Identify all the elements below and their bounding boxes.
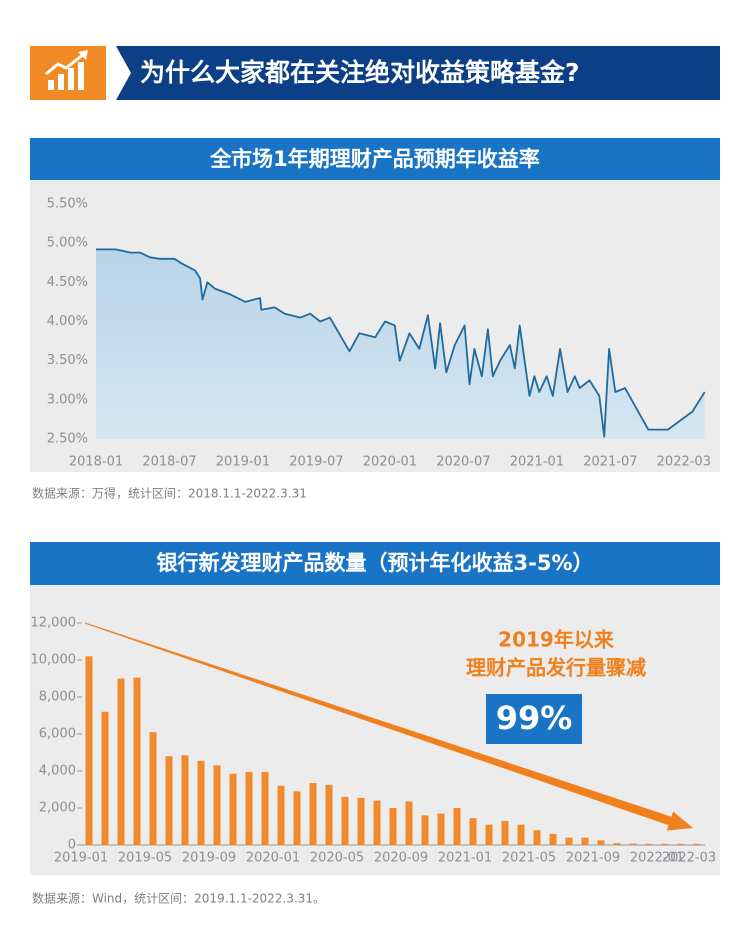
annotation-box bbox=[486, 694, 582, 744]
bar bbox=[693, 843, 701, 845]
y-tick-label: 10,000 bbox=[31, 653, 77, 668]
y-tick-label: 3.50% bbox=[47, 353, 88, 368]
x-tick-label: 2019-09 bbox=[182, 851, 236, 866]
bar bbox=[293, 791, 301, 845]
bar bbox=[101, 711, 109, 845]
x-tick-label: 2020-09 bbox=[374, 851, 428, 866]
x-tick-label: 2019-01 bbox=[216, 455, 270, 470]
bar bbox=[613, 843, 621, 845]
bar bbox=[421, 815, 429, 845]
x-tick-label: 2021-01 bbox=[510, 455, 564, 470]
chart-title: 银行新发理财产品数量（预计年化收益3-5%） bbox=[157, 551, 594, 575]
bar bbox=[341, 796, 349, 845]
bar bbox=[165, 756, 173, 845]
x-tick-label: 2021-07 bbox=[583, 455, 637, 470]
header-bar bbox=[116, 46, 720, 100]
chart-title-bar bbox=[30, 542, 720, 585]
bar bbox=[485, 824, 493, 845]
trend-arrow bbox=[84, 622, 694, 831]
annotation: 理财产品发行量骤减 bbox=[466, 656, 646, 680]
x-tick-label: 2019-07 bbox=[289, 455, 343, 470]
bar bbox=[373, 800, 381, 845]
x-tick-label: 2022-03 bbox=[657, 455, 711, 470]
bar bbox=[661, 843, 669, 845]
bar bbox=[501, 820, 509, 845]
bar bbox=[453, 808, 461, 845]
bar bbox=[677, 843, 685, 845]
y-tick-label: 3.00% bbox=[47, 392, 88, 407]
x-tick-label: 2020-07 bbox=[436, 455, 490, 470]
header-title: 为什么大家都在关注绝对收益策略基金? bbox=[140, 58, 580, 87]
bar bbox=[389, 808, 397, 845]
header-icon bbox=[45, 50, 88, 90]
bar bbox=[245, 771, 253, 845]
bar bbox=[181, 755, 189, 845]
y-tick-label: 6,000 bbox=[39, 727, 76, 742]
x-tick-label: 2018-01 bbox=[69, 455, 123, 470]
bar bbox=[357, 797, 365, 845]
bar bbox=[645, 843, 653, 845]
bar bbox=[581, 837, 589, 845]
x-tick-label: 2019-01 bbox=[54, 851, 108, 866]
x-tick-label: 2021-05 bbox=[502, 851, 556, 866]
y-tick-label: 2,000 bbox=[39, 801, 76, 816]
y-tick-label: 8,000 bbox=[39, 690, 76, 705]
area-fill bbox=[96, 249, 705, 439]
y-tick-label: 4,000 bbox=[39, 764, 76, 779]
annotation: 99% bbox=[496, 699, 573, 737]
bar bbox=[405, 801, 413, 845]
chart-layer: 0 2,000 4,000 6,000 8,000 10,000 12,000 2019-01… bbox=[31, 616, 717, 866]
bar bbox=[437, 813, 445, 845]
bar bbox=[85, 656, 93, 845]
x-tick-label: 2022-03 bbox=[662, 851, 716, 866]
bar bbox=[149, 732, 157, 845]
chart-title-bar bbox=[30, 138, 720, 180]
bar bbox=[565, 837, 573, 845]
source-note: 数据来源：万得，统计区间：2018.1.1-2022.3.31 bbox=[32, 486, 307, 501]
bar bbox=[469, 818, 477, 845]
bar bbox=[213, 765, 221, 845]
x-tick-label: 2021-01 bbox=[438, 851, 492, 866]
chart-title: 全市场1年期理财产品预期年收益率 bbox=[209, 147, 540, 171]
header-chevron bbox=[106, 46, 128, 100]
bar bbox=[277, 785, 285, 845]
x-tick-label: 2020-05 bbox=[310, 851, 364, 866]
bar bbox=[133, 677, 141, 845]
bar bbox=[325, 784, 333, 845]
bar bbox=[533, 830, 541, 845]
line bbox=[96, 248, 706, 438]
y-tick-label: 0 bbox=[68, 838, 76, 853]
y-tick-label: 4.50% bbox=[47, 275, 88, 290]
bar bbox=[309, 783, 317, 845]
bar bbox=[629, 843, 637, 845]
bar bbox=[597, 840, 605, 845]
y-tick-label: 4.00% bbox=[47, 314, 88, 329]
bar bbox=[549, 833, 557, 845]
x-tick-label: 2020-01 bbox=[246, 851, 300, 866]
x-tick-label: 2018-07 bbox=[142, 455, 196, 470]
x-tick-label: 2019-05 bbox=[118, 851, 172, 866]
x-tick-label: 2022-01 bbox=[630, 851, 684, 866]
x-tick-label: 2020-01 bbox=[363, 455, 417, 470]
y-tick-label: 2.50% bbox=[47, 432, 88, 447]
annotation: 2019年以来 bbox=[498, 628, 615, 652]
y-tick-label: 12,000 bbox=[31, 616, 77, 631]
source-note: 数据来源：Wind，统计区间：2019.1.1-2022.3.31。 bbox=[32, 891, 325, 906]
bar bbox=[517, 824, 525, 845]
bar bbox=[229, 773, 237, 845]
y-tick-label: 5.00% bbox=[47, 236, 88, 251]
x-tick-label: 2021-09 bbox=[566, 851, 620, 866]
bar bbox=[117, 678, 125, 845]
bar bbox=[261, 771, 269, 845]
bar bbox=[197, 760, 205, 845]
y-tick-label: 5.50% bbox=[47, 197, 88, 212]
